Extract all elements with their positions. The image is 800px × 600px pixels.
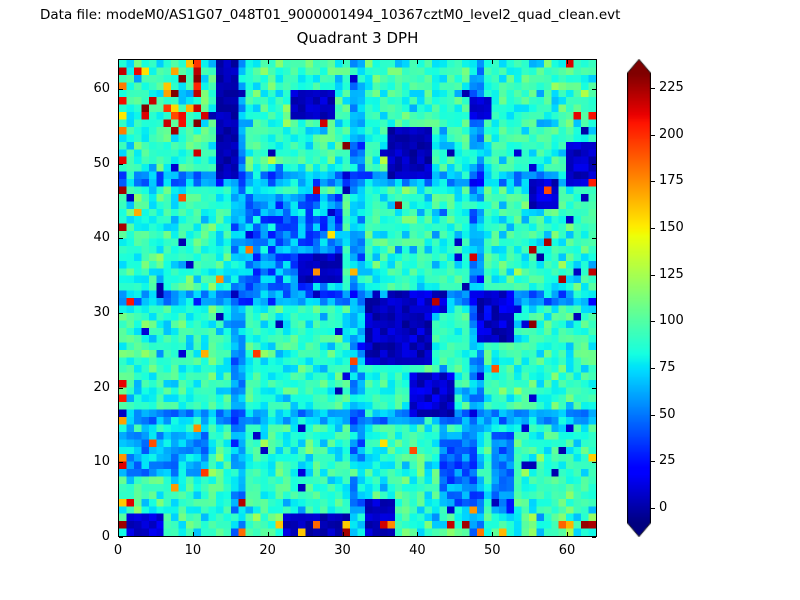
colorbar-tick-label: 25 <box>659 453 676 468</box>
x-tick-label: 50 <box>483 543 501 558</box>
y-tick-label: 20 <box>93 379 110 395</box>
y-tick-mark <box>119 387 123 389</box>
colorbar-tick-mark <box>651 228 655 229</box>
x-tick-mark <box>192 532 194 536</box>
x-tick-label: 30 <box>334 543 351 558</box>
y-tick-mark <box>119 88 123 90</box>
y-tick-mark <box>119 462 123 464</box>
data-file-label: Data file: modeM0/AS1G07_048T01_90000014… <box>40 7 621 23</box>
x-tick-mark <box>118 60 119 64</box>
colorbar-tick-mark <box>651 508 655 509</box>
x-tick-mark <box>492 532 494 536</box>
x-tick-label: 20 <box>259 543 276 558</box>
colorbar-tick-mark <box>651 321 655 322</box>
x-tick-mark <box>267 532 269 536</box>
colorbar-tick-label: 175 <box>659 173 684 188</box>
colorbar-tick-mark <box>651 181 655 182</box>
x-tick-mark <box>567 532 569 536</box>
y-tick-mark <box>592 312 596 314</box>
x-tick-mark <box>192 60 194 64</box>
x-tick-label: 40 <box>409 543 426 558</box>
x-tick-mark <box>417 532 419 536</box>
colorbar-canvas <box>627 59 651 537</box>
colorbar-tick-mark <box>651 88 655 89</box>
colorbar-tick-label: 50 <box>659 407 676 422</box>
y-tick-mark <box>592 462 596 464</box>
x-tick-label: 60 <box>558 543 576 558</box>
y-tick-mark <box>592 238 596 240</box>
colorbar-tick-label: 225 <box>659 80 684 95</box>
colorbar-tick-mark <box>651 368 655 369</box>
y-tick-mark <box>592 88 596 90</box>
y-tick-label: 60 <box>93 80 110 96</box>
x-tick-mark <box>342 60 344 64</box>
colorbar-tick-mark <box>651 415 655 416</box>
colorbar-tick-label: 75 <box>659 360 676 375</box>
colorbar-tick-mark <box>651 135 655 136</box>
y-tick-mark <box>119 312 123 314</box>
colorbar-tick-label: 0 <box>659 500 668 515</box>
x-tick-label: 10 <box>184 543 202 558</box>
y-tick-label: 50 <box>93 155 110 171</box>
y-tick-label: 30 <box>93 304 110 320</box>
y-tick-label: 40 <box>93 230 110 246</box>
y-tick-mark <box>119 238 123 240</box>
y-tick-mark <box>592 387 596 389</box>
x-tick-label: 0 <box>113 543 123 558</box>
y-tick-mark <box>592 537 596 538</box>
x-tick-mark <box>267 60 269 64</box>
heatmap-canvas <box>119 60 596 536</box>
y-tick-label: 0 <box>101 529 110 544</box>
colorbar-tick-label: 150 <box>659 220 684 235</box>
x-tick-mark <box>417 60 419 64</box>
colorbar-tick-mark <box>651 461 655 462</box>
x-tick-mark <box>342 532 344 536</box>
colorbar-tick-mark <box>651 275 655 276</box>
colorbar-tick-label: 200 <box>659 127 684 142</box>
y-tick-mark <box>119 163 123 165</box>
heatmap-plot <box>118 59 597 537</box>
x-tick-mark <box>567 60 569 64</box>
colorbar-tick-label: 125 <box>659 267 684 282</box>
x-tick-mark <box>118 532 119 536</box>
colorbar-tick-label: 100 <box>659 313 684 328</box>
y-tick-label: 10 <box>93 454 110 470</box>
y-tick-mark <box>119 537 123 538</box>
chart-title: Quadrant 3 DPH <box>296 29 419 47</box>
y-tick-mark <box>592 163 596 165</box>
x-tick-mark <box>492 60 494 64</box>
